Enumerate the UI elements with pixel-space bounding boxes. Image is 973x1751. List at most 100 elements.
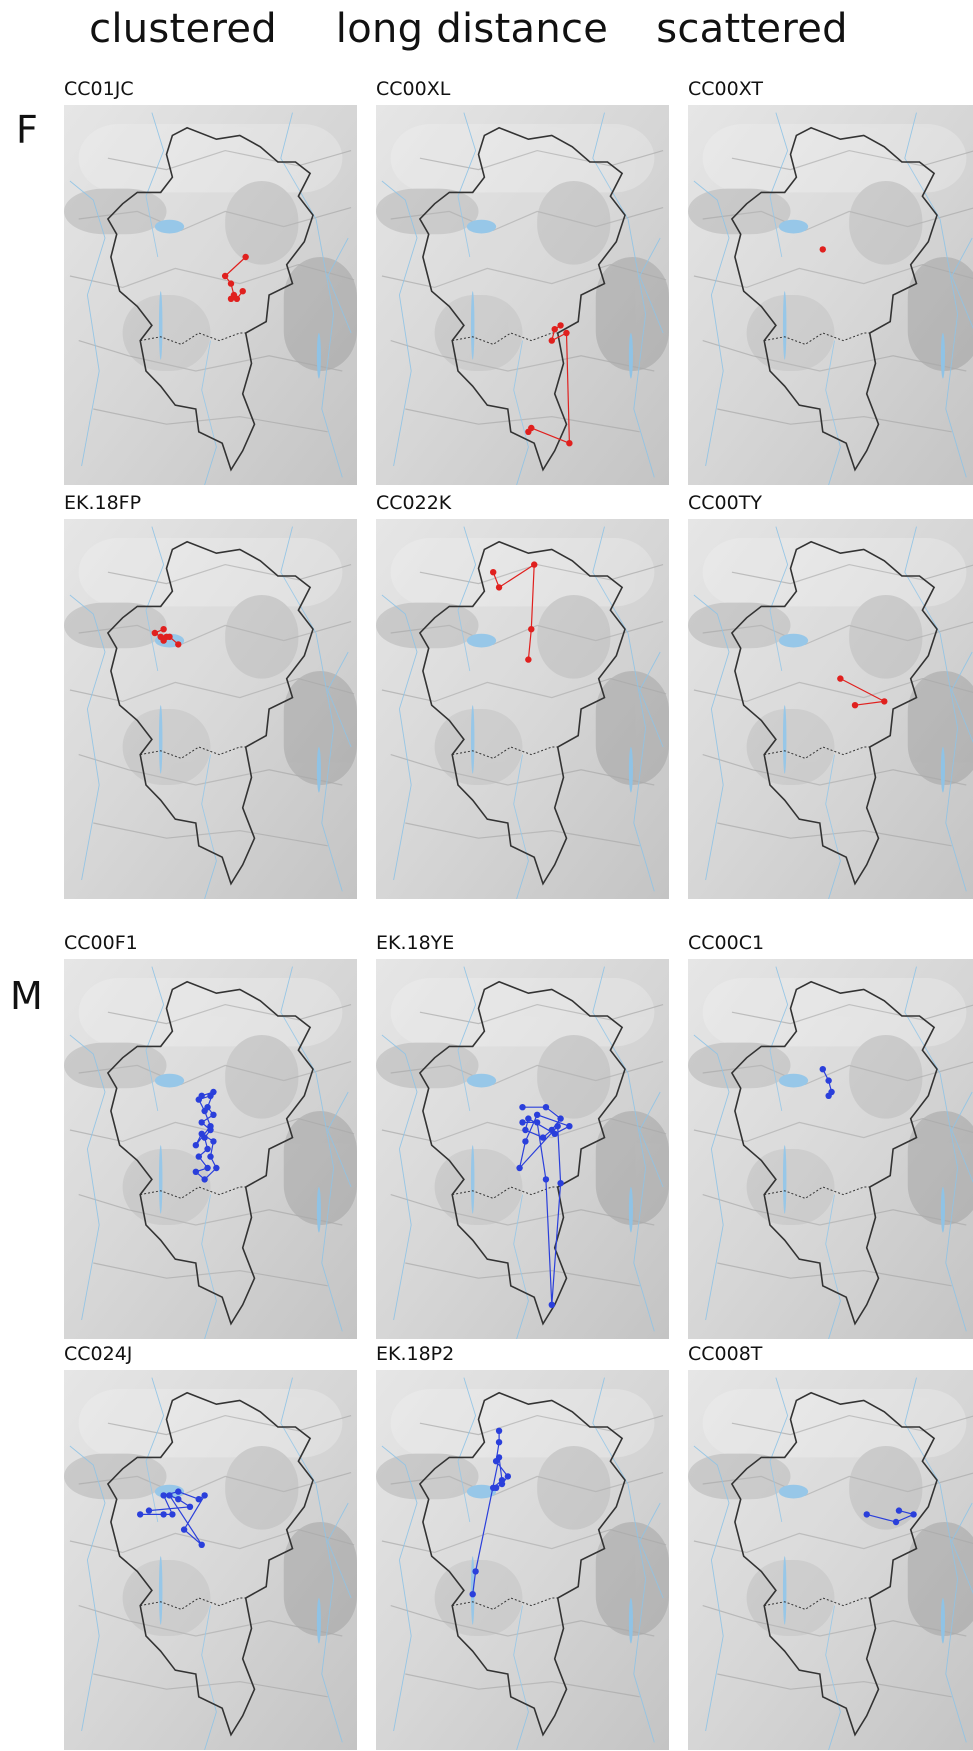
lake <box>778 219 809 234</box>
ridge-line <box>69 263 355 289</box>
map-svg <box>688 105 973 485</box>
terrain-background <box>688 959 973 1339</box>
study-area-boundary <box>106 126 314 472</box>
map-panel <box>376 105 669 485</box>
ridge-line <box>390 1061 664 1086</box>
terrain-background <box>376 105 669 485</box>
location-point <box>198 1541 205 1548</box>
ridge-line <box>78 1472 352 1497</box>
ridge-line <box>731 563 973 585</box>
lake <box>778 1484 809 1499</box>
ridge-line <box>731 1414 973 1436</box>
river-line <box>904 1377 967 1743</box>
location-point <box>201 1107 208 1115</box>
ridge-line <box>702 340 967 372</box>
ridge-line <box>78 1061 352 1086</box>
location-point <box>548 1301 555 1308</box>
panel-title: CC00C1 <box>688 932 765 954</box>
location-point <box>819 1066 826 1073</box>
ridge-line <box>702 207 973 232</box>
location-point <box>522 1126 529 1134</box>
relief-shading <box>376 538 669 785</box>
panel-title: CC024J <box>64 1343 133 1365</box>
ridge-line <box>390 340 655 372</box>
river-line <box>825 1194 841 1339</box>
location-point <box>881 698 888 705</box>
lake <box>778 633 809 648</box>
location-point <box>825 1077 832 1084</box>
terrain-background <box>376 959 669 1339</box>
ridge-line <box>78 1194 343 1226</box>
river-line <box>145 966 165 1112</box>
location-point <box>210 1138 217 1145</box>
location-point <box>227 295 235 302</box>
terrain-background <box>688 1370 973 1750</box>
location-point <box>169 1511 176 1518</box>
location-point <box>472 1568 479 1575</box>
location-point <box>522 1138 529 1145</box>
ridge-line <box>693 1117 973 1143</box>
column-header-scattered: scattered <box>656 6 848 52</box>
location-point <box>145 1507 153 1514</box>
study-area-boundary <box>418 1391 626 1737</box>
ridge-line <box>702 754 967 786</box>
river-line <box>592 526 655 892</box>
lake <box>940 333 945 379</box>
location-point <box>166 1492 173 1499</box>
location-point <box>557 1180 564 1187</box>
study-area-boundary <box>106 540 314 886</box>
river-line <box>951 1502 973 1595</box>
river-line <box>280 966 343 1332</box>
ridge-line <box>702 621 973 646</box>
location-point <box>207 1123 214 1130</box>
ridge-line <box>390 1472 664 1497</box>
ridge-line <box>693 677 973 703</box>
study-area-boundary <box>730 1391 938 1737</box>
location-point <box>542 1176 550 1183</box>
relief-shading <box>64 1389 357 1636</box>
internal-boundary <box>140 332 246 345</box>
location-point <box>166 633 173 640</box>
location-point <box>160 637 167 644</box>
river-line <box>592 112 655 478</box>
terrain-background <box>64 519 357 899</box>
ridge-line <box>390 1194 655 1226</box>
river-line <box>693 594 730 881</box>
location-point <box>863 1511 870 1518</box>
river-line <box>513 1605 529 1750</box>
lake <box>782 291 787 360</box>
location-point <box>192 1142 200 1149</box>
lake <box>470 291 475 360</box>
relief-shading <box>688 978 973 1225</box>
map-svg <box>376 105 669 485</box>
location-point <box>563 329 570 337</box>
ridge-line <box>419 1414 664 1436</box>
location-point <box>851 702 859 709</box>
study-area-boundary <box>418 540 626 886</box>
lake <box>158 705 163 774</box>
river-line <box>69 594 106 881</box>
lake <box>466 1484 497 1499</box>
ridge-line <box>702 1194 967 1226</box>
panel-title: EK.18FP <box>64 492 142 514</box>
river-line <box>381 594 418 881</box>
river-line <box>381 1445 418 1732</box>
location-point <box>195 1153 202 1160</box>
location-point <box>531 561 538 568</box>
lake <box>940 1187 945 1233</box>
river-line <box>201 1194 217 1339</box>
location-point <box>495 1427 503 1434</box>
ridge-line <box>78 621 352 646</box>
ridge-line <box>405 1673 640 1698</box>
ridge-line <box>107 563 352 585</box>
location-point <box>551 1130 558 1137</box>
river-line <box>951 651 973 744</box>
panel-title: CC00F1 <box>64 932 138 954</box>
location-point <box>186 1503 194 1510</box>
ridge-line <box>93 822 328 847</box>
internal-boundary <box>764 1186 870 1199</box>
ridge-line <box>693 1528 973 1554</box>
map-panel <box>376 959 669 1339</box>
location-point <box>533 1111 541 1118</box>
river-line <box>457 966 477 1112</box>
